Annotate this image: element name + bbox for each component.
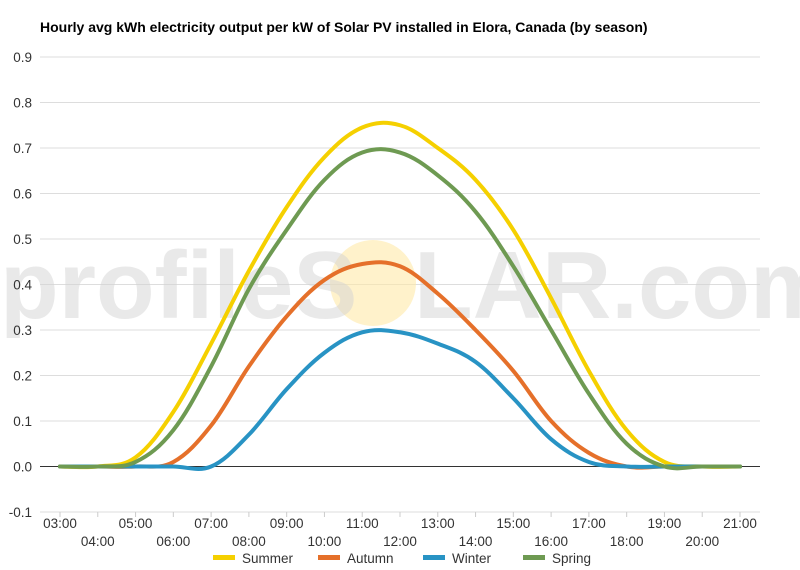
x-tick-label: 09:00 (270, 516, 304, 531)
x-tick-label: 18:00 (610, 534, 644, 549)
legend-label-autumn: Autumn (347, 551, 394, 566)
y-tick-label: 0.0 (13, 460, 32, 475)
x-tick-label: 06:00 (156, 534, 190, 549)
legend-swatch-winter (423, 555, 445, 560)
grid-layer (40, 56, 760, 517)
series-line-spring (58, 147, 742, 471)
x-tick-label: 20:00 (685, 534, 719, 549)
x-tick-label: 10:00 (308, 534, 342, 549)
x-tick-label: 11:00 (346, 516, 379, 531)
watermark-text-left: profileS (0, 232, 357, 339)
y-tick-label: 0.9 (13, 50, 32, 65)
x-tick-label: 08:00 (232, 534, 266, 549)
chart-title: Hourly avg kWh electricity output per kW… (40, 19, 648, 35)
x-tick-label: 17:00 (572, 516, 606, 531)
series-layer (58, 120, 742, 472)
legend: Summer Autumn Winter Spring (213, 551, 591, 566)
x-tick-label: 05:00 (119, 516, 153, 531)
series-line-winter (58, 328, 742, 472)
y-tick-label: 0.6 (13, 187, 32, 202)
watermark-sun-icon (330, 240, 416, 326)
x-tick-label: 03:00 (43, 516, 77, 531)
watermark: profileS LAR.com (0, 232, 800, 339)
y-axis-ticks: -0.1 0.0 0.1 0.2 0.3 0.4 0.5 0.6 0.7 0.8 0.9 (9, 50, 33, 520)
y-tick-label: 0.3 (13, 323, 32, 338)
x-tick-label: 07:00 (194, 516, 228, 531)
x-tick-label: 16:00 (534, 534, 568, 549)
x-tick-label: 21:00 (723, 516, 757, 531)
series-line-summer (58, 120, 742, 470)
y-tick-label: 0.8 (13, 96, 32, 111)
legend-swatch-summer (213, 555, 235, 560)
watermark-text-right: LAR.com (414, 232, 800, 339)
legend-label-winter: Winter (452, 551, 492, 566)
y-tick-label: 0.7 (13, 141, 32, 156)
x-tick-label: 13:00 (421, 516, 455, 531)
y-tick-label: -0.1 (9, 505, 32, 520)
x-tick-label: 19:00 (648, 516, 682, 531)
legend-label-spring: Spring (552, 551, 591, 566)
x-tick-label: 04:00 (81, 534, 115, 549)
y-tick-label: 0.5 (13, 232, 32, 247)
legend-swatch-autumn (318, 555, 340, 560)
legend-swatch-spring (523, 555, 545, 560)
x-tick-label: 12:00 (383, 534, 417, 549)
y-tick-label: 0.4 (13, 278, 32, 293)
x-tick-label: 15:00 (496, 516, 530, 531)
x-tick-label: 14:00 (459, 534, 493, 549)
y-tick-label: 0.2 (13, 369, 32, 384)
y-tick-label: 0.1 (13, 414, 32, 429)
legend-label-summer: Summer (242, 551, 294, 566)
